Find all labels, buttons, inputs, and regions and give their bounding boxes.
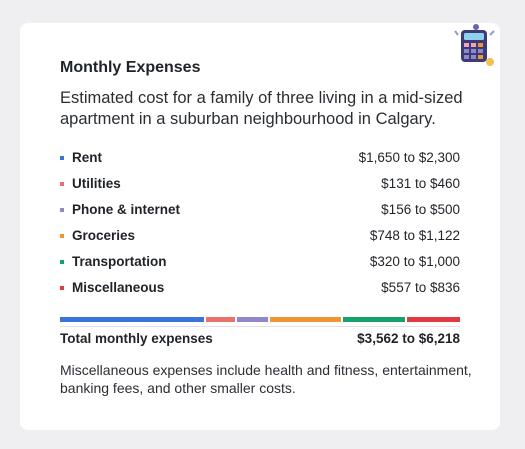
description: Estimated cost for a family of three liv…: [60, 89, 463, 128]
bar-segment: [270, 317, 341, 322]
bullet: [60, 182, 64, 186]
expense-row: Miscellaneous $557 to $836: [60, 278, 460, 304]
expense-list: Rent $1,650 to $2,300 Utilities $131 to $46…: [60, 148, 460, 304]
bullet: [60, 208, 64, 212]
calculator-icon: [454, 24, 495, 66]
expense-bar: [60, 317, 460, 322]
expense-row: Transportation $320 to $1,000: [60, 252, 460, 278]
expense-row: Rent $1,650 to $2,300: [60, 148, 460, 174]
bar-segment: [407, 317, 460, 322]
expense-range: $748 to $1,122: [369, 228, 460, 243]
bar-segment: [237, 317, 268, 322]
expense-range: $320 to $1,000: [369, 254, 460, 269]
bullet: [60, 260, 64, 264]
expense-range: $131 to $460: [381, 176, 460, 191]
bullet: [60, 286, 64, 290]
expense-label: Rent: [72, 150, 102, 165]
bar-segment: [60, 317, 204, 322]
bar-segment: [343, 317, 405, 322]
title: Monthly Expenses: [60, 59, 201, 76]
expense-label: Miscellaneous: [72, 280, 165, 295]
expense-label: Phone & internet: [72, 202, 181, 217]
expense-range: $557 to $836: [381, 280, 460, 295]
expense-label: Utilities: [72, 176, 121, 191]
total-row: Total monthly expenses $3,562 to $6,218: [60, 326, 460, 349]
expense-label: Transportation: [72, 254, 167, 269]
expense-range: $156 to $500: [381, 202, 460, 217]
expense-row: Phone & internet $156 to $500: [60, 200, 460, 226]
expense-row: Utilities $131 to $460: [60, 174, 460, 200]
total-label: Total monthly expenses: [60, 331, 213, 346]
expense-row: Groceries $748 to $1,122: [60, 226, 460, 252]
expenses-card: Monthly Expenses Estimated cost for a fa…: [20, 23, 500, 430]
expense-label: Groceries: [72, 228, 136, 243]
bar-segment: [206, 317, 235, 322]
bullet: [60, 156, 64, 160]
expense-range: $1,650 to $2,300: [358, 150, 460, 165]
total-range: $3,562 to $6,218: [357, 331, 460, 346]
note: Miscellaneous expenses include health an…: [60, 362, 472, 396]
bullet: [60, 234, 64, 238]
